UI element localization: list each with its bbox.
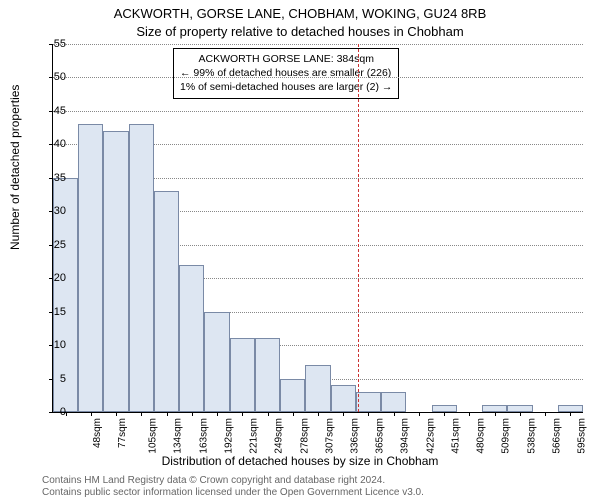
xtick-mark (167, 412, 168, 416)
xtick-mark (495, 412, 496, 416)
xtick-label: 249sqm (274, 418, 285, 454)
ytick-label: 15 (38, 306, 66, 318)
xtick-mark (469, 412, 470, 416)
xtick-mark (116, 412, 117, 416)
xtick-mark (394, 412, 395, 416)
x-axis-label: Distribution of detached houses by size … (0, 454, 600, 468)
xtick-mark (343, 412, 344, 416)
ytick-label: 55 (38, 38, 66, 50)
gridline (53, 44, 583, 45)
xtick-mark (268, 412, 269, 416)
ytick-label: 45 (38, 105, 66, 117)
xtick-mark (242, 412, 243, 416)
histogram-bar (179, 265, 204, 412)
annotation-line3: 1% of semi-detached houses are larger (2… (180, 80, 392, 94)
xtick-mark (368, 412, 369, 416)
xtick-mark (318, 412, 319, 416)
xtick-mark (91, 412, 92, 416)
annotation-line1: ACKWORTH GORSE LANE: 384sqm (180, 52, 392, 66)
xtick-label: 365sqm (375, 418, 386, 454)
xtick-label: 566sqm (551, 418, 562, 454)
ytick-label: 40 (38, 138, 66, 150)
histogram-bar (356, 392, 381, 412)
xtick-label: 77sqm (117, 418, 128, 448)
xtick-mark (444, 412, 445, 416)
xtick-mark (419, 412, 420, 416)
histogram-bar (78, 124, 103, 412)
xtick-label: 48sqm (92, 418, 103, 448)
xtick-mark (293, 412, 294, 416)
footer-copyright-1: Contains HM Land Registry data © Crown c… (42, 475, 385, 486)
xtick-label: 480sqm (476, 418, 487, 454)
xtick-mark (570, 412, 571, 416)
xtick-label: 336sqm (350, 418, 361, 454)
ytick-label: 5 (38, 373, 66, 385)
histogram-bar (305, 365, 330, 412)
gridline (53, 77, 583, 78)
annotation-box: ACKWORTH GORSE LANE: 384sqm ← 99% of det… (173, 48, 399, 99)
ytick-label: 50 (38, 71, 66, 83)
xtick-label: 538sqm (526, 418, 537, 454)
y-axis-label: Number of detached properties (8, 85, 22, 250)
histogram-bar (103, 131, 128, 412)
histogram-bar (154, 191, 179, 412)
chart-container: ACKWORTH, GORSE LANE, CHOBHAM, WOKING, G… (0, 0, 600, 500)
xtick-mark (217, 412, 218, 416)
xtick-mark (520, 412, 521, 416)
histogram-bar (381, 392, 406, 412)
gridline (53, 111, 583, 112)
histogram-bar (255, 338, 280, 412)
xtick-label: 105sqm (148, 418, 159, 454)
chart-subtitle: Size of property relative to detached ho… (0, 24, 600, 39)
histogram-bar (558, 405, 583, 412)
ytick-label: 20 (38, 272, 66, 284)
histogram-bar (331, 385, 356, 412)
ytick-label: 0 (38, 406, 66, 418)
chart-title-address: ACKWORTH, GORSE LANE, CHOBHAM, WOKING, G… (0, 6, 600, 21)
ytick-label: 30 (38, 205, 66, 217)
histogram-bar (204, 312, 229, 412)
ytick-label: 25 (38, 239, 66, 251)
xtick-label: 509sqm (501, 418, 512, 454)
histogram-bar (280, 379, 305, 412)
xtick-label: 451sqm (451, 418, 462, 454)
xtick-label: 134sqm (173, 418, 184, 454)
xtick-label: 278sqm (299, 418, 310, 454)
xtick-label: 221sqm (249, 418, 260, 454)
histogram-bar (129, 124, 154, 412)
xtick-label: 163sqm (198, 418, 209, 454)
marker-line (358, 44, 359, 412)
ytick-label: 10 (38, 339, 66, 351)
xtick-label: 307sqm (324, 418, 335, 454)
xtick-mark (192, 412, 193, 416)
footer-copyright-2: Contains public sector information licen… (42, 487, 424, 498)
xtick-mark (141, 412, 142, 416)
histogram-bar (432, 405, 457, 412)
xtick-label: 192sqm (223, 418, 234, 454)
xtick-mark (545, 412, 546, 416)
xtick-label: 422sqm (425, 418, 436, 454)
xtick-label: 394sqm (400, 418, 411, 454)
histogram-bar (230, 338, 255, 412)
ytick-label: 35 (38, 172, 66, 184)
histogram-bar (482, 405, 507, 412)
histogram-bar (507, 405, 532, 412)
xtick-label: 595sqm (577, 418, 588, 454)
plot-area: ACKWORTH GORSE LANE: 384sqm ← 99% of det… (52, 44, 583, 413)
